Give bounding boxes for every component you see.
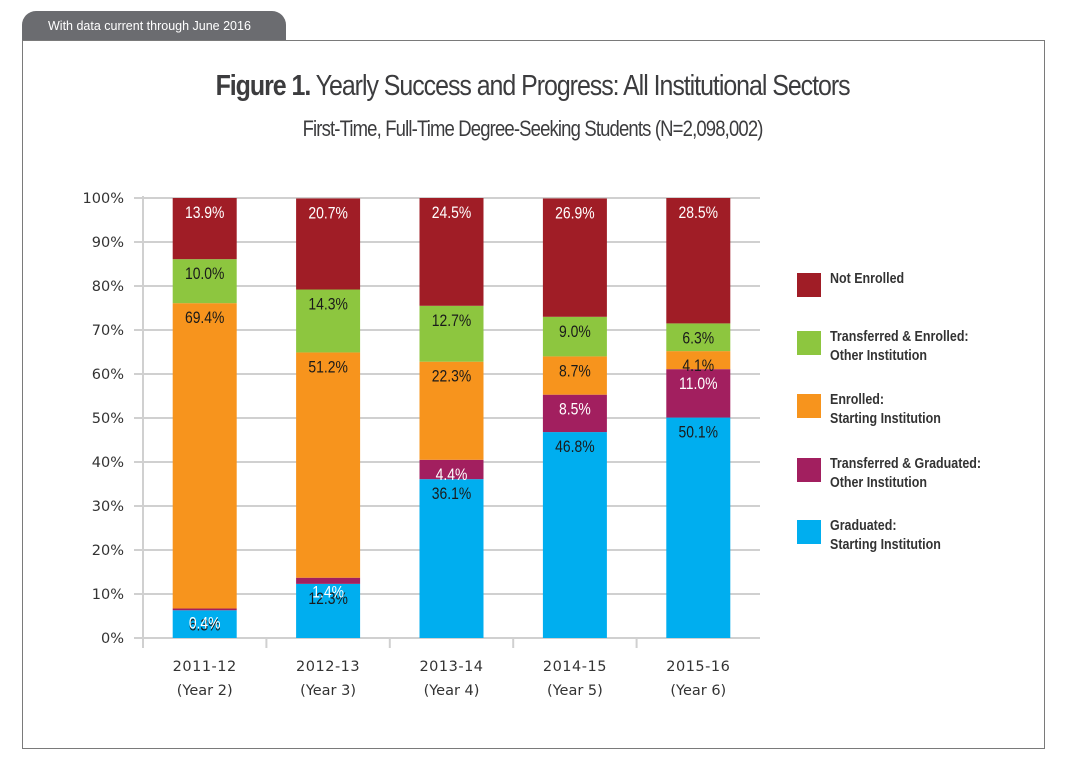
- legend-swatch: [797, 520, 821, 544]
- bar-segment: [296, 198, 361, 290]
- bar-segment: [542, 394, 607, 433]
- data-label: 36.1%: [432, 485, 472, 504]
- legend-label: Not Enrolled: [830, 271, 905, 287]
- data-label: 4.4%: [436, 466, 468, 485]
- bar-segment: [666, 198, 731, 324]
- x-tick-sublabel: (Year 6): [670, 683, 726, 699]
- data-label: 20.7%: [308, 204, 348, 223]
- legend-swatch: [797, 394, 821, 418]
- data-label: 51.2%: [308, 358, 348, 377]
- bar-stack: 6.3%0.4% 69.4% 10.0% 13.9%: [172, 198, 237, 638]
- y-tick-label: 50%: [92, 411, 124, 427]
- bar-segment: [666, 351, 731, 370]
- bar-segment: [172, 608, 237, 611]
- x-tick-label: 2015-16: [666, 659, 730, 675]
- data-currency-banner: With data current through June 2016: [22, 11, 286, 41]
- data-label: 6.3%: [189, 616, 221, 635]
- legend-label: Transferred & Graduated: Other Institutio…: [830, 456, 982, 491]
- x-tick-label: 2011-12: [173, 659, 237, 675]
- data-label: 14.3%: [308, 295, 348, 314]
- y-tick-label: 70%: [92, 323, 124, 339]
- data-label: 46.8%: [555, 438, 595, 457]
- y-tick-label: 30%: [92, 499, 124, 515]
- data-label: 11.0%: [679, 375, 718, 394]
- bar-segment: [296, 289, 361, 353]
- bar-segment: [296, 352, 361, 578]
- y-tick-label: 90%: [92, 235, 124, 251]
- bar-segment: [666, 369, 731, 418]
- bar-stack: 36.1%4.4% 22.3% 12.7% 24.5%: [419, 198, 484, 638]
- y-tick-label: 10%: [92, 587, 124, 603]
- x-axis: 2011-12 (Year 2) 2012-13 (Year 3) 2013-14 (Ye…: [173, 638, 730, 699]
- data-label: 1.4%: [312, 584, 344, 603]
- bar-segment: [296, 583, 361, 638]
- data-label: 28.5%: [679, 204, 719, 223]
- bar-segment: [419, 198, 484, 306]
- y-axis: 0% 10% 20% 30% 40% 50% 60% 70% 80% 90% 100%: [83, 191, 144, 648]
- bar-segment: [542, 432, 607, 638]
- chart-title: Figure 1. Yearly Success and Progress: A…: [75, 70, 991, 103]
- x-tick-sublabel: (Year 3): [300, 683, 356, 699]
- legend-swatch: [797, 331, 821, 355]
- bar-stack: 50.1% 11.0%4.1% 6.3% 28.5%: [666, 198, 731, 638]
- bar-segment: [542, 356, 607, 395]
- legend-swatch: [797, 458, 821, 482]
- data-label: 24.5%: [432, 204, 472, 223]
- x-tick-label: 2014-15: [543, 659, 607, 675]
- x-tick-sublabel: (Year 4): [424, 683, 480, 699]
- y-tick-label: 0%: [101, 631, 124, 647]
- bar-segment: [419, 479, 484, 638]
- data-label: 12.3%: [308, 590, 348, 609]
- data-label: 8.5%: [559, 400, 591, 419]
- bar-segment: [542, 316, 607, 357]
- bar-segment: [666, 323, 731, 352]
- figure-frame: [22, 40, 1045, 749]
- y-tick-label: 20%: [92, 543, 124, 559]
- data-label: 50.1%: [679, 423, 719, 442]
- data-label: 13.9%: [185, 204, 225, 223]
- data-label: 6.3%: [682, 329, 714, 348]
- data-label: 22.3%: [432, 367, 472, 386]
- figure-title: Yearly Success and Progress: All Institu…: [315, 70, 851, 102]
- bar-stack: 12.3%1.4% 51.2% 14.3% 20.7%: [296, 198, 361, 638]
- data-label: 26.9%: [555, 204, 595, 223]
- bar-segment: [419, 459, 484, 480]
- y-tick-label: 40%: [92, 455, 124, 471]
- legend-swatch: [797, 273, 821, 297]
- figure-label: Figure 1.: [215, 70, 312, 102]
- data-label: 10.0%: [185, 265, 225, 284]
- x-tick-label: 2013-14: [419, 659, 483, 675]
- bar-segment: [172, 259, 237, 304]
- bar-segment: [542, 198, 607, 317]
- bar-segment: [666, 417, 731, 638]
- data-label: 69.4%: [185, 309, 225, 328]
- legend-label: Graduated: Starting Institution: [830, 518, 941, 553]
- bar-segment: [172, 303, 237, 609]
- y-tick-label: 80%: [92, 279, 124, 295]
- data-label: 9.0%: [559, 323, 591, 342]
- data-label: 12.7%: [432, 312, 472, 331]
- legend-label: Transferred & Enrolled: Other Institution: [830, 329, 969, 364]
- bar-segment: [419, 361, 484, 460]
- bar-stack: 46.8% 8.5% 8.7% 9.0% 26.9%: [542, 198, 607, 638]
- bar-segment: [172, 610, 237, 638]
- bars: 6.3%0.4%69.4%10.0%13.9%12.3%1.4%51.2%14.…: [172, 198, 731, 638]
- x-tick-label: 2012-13: [296, 659, 360, 675]
- data-label: 0.4%: [189, 614, 221, 633]
- y-tick-label: 100%: [83, 191, 124, 207]
- data-label: 4.1%: [682, 357, 714, 376]
- chart-subtitle: First-Time, Full-Time Degree-Seeking Stu…: [302, 116, 764, 141]
- y-tick-label: 60%: [92, 367, 124, 383]
- bar-segment: [172, 198, 237, 260]
- x-tick-sublabel: (Year 2): [177, 683, 233, 699]
- bar-segment: [296, 577, 361, 584]
- x-tick-sublabel: (Year 5): [547, 683, 603, 699]
- data-label: 8.7%: [559, 362, 591, 381]
- bar-segment: [419, 305, 484, 362]
- legend-label: Enrolled: Starting Institution: [830, 392, 941, 427]
